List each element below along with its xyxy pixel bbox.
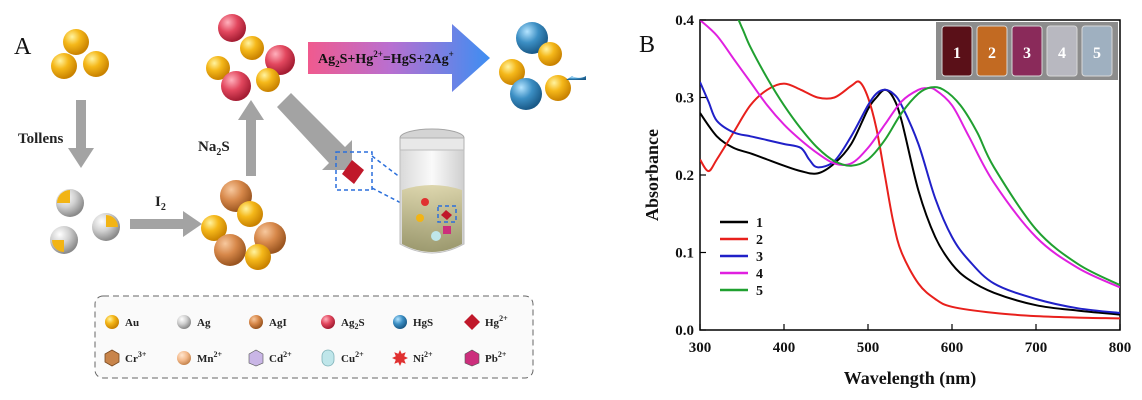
hgs-nanoparticles (499, 22, 586, 110)
legend-label: Hg2+ (485, 314, 508, 329)
legend-swatch (249, 315, 263, 329)
series-line-5 (737, 20, 1120, 286)
legend-swatch (248, 349, 264, 367)
diagonal-arrow (277, 93, 352, 170)
legend-box (94, 295, 534, 379)
vial-label: 4 (1058, 45, 1066, 62)
legend-swatch (464, 314, 480, 330)
y-axis-label: Absorbance (642, 129, 662, 221)
reaction-equation: Ag2S+Hg2+=HgS+2Ag+ (318, 49, 454, 69)
legend-label: Ag (197, 317, 211, 329)
legend-label: AgI (269, 317, 287, 329)
legend-label: Ag2S (341, 317, 365, 331)
legend-entry: 5 (756, 284, 763, 299)
legend-item: Ni2+ (392, 350, 433, 366)
legend-item: Cr3+ (104, 349, 147, 367)
iodine-arrow (130, 211, 202, 237)
y-tick-label: 0.3 (675, 91, 694, 107)
plot-series (700, 20, 1120, 320)
legend-label: Ni2+ (413, 350, 433, 365)
legend-entry: 3 (756, 250, 763, 265)
legend-items: Au Ag AgI Ag2S HgS Hg2+ Cr3+ Mn2+ Cd2+ Cu2+ Ni2+ Pb… (104, 314, 508, 367)
legend-swatch (177, 315, 191, 329)
vial (976, 25, 1008, 77)
panel-b-label: B (639, 32, 655, 58)
y-tick-label: 0.0 (675, 323, 694, 339)
legend-item: AgI (249, 315, 287, 329)
legend-swatch (105, 315, 119, 329)
legend-swatch (321, 349, 335, 367)
legend-item: Cu2+ (321, 349, 364, 367)
legend-swatch (104, 349, 120, 367)
vials: 1 2 3 4 5 (941, 25, 1113, 77)
panel-a: A Tollens I2 (14, 14, 586, 379)
i2-label: I2 (155, 194, 166, 213)
vial-label: 3 (1023, 45, 1031, 62)
series-legend: 1 2 3 4 5 (720, 216, 763, 299)
au-nanoparticles (51, 29, 109, 79)
x-tick-label: 300 (689, 340, 712, 356)
series-line-4 (700, 20, 1120, 289)
vial-label: 5 (1093, 45, 1101, 62)
legend-item: Cd2+ (248, 349, 292, 367)
legend-label: Au (125, 317, 139, 329)
vial (1011, 25, 1043, 77)
legend-item: Hg2+ (464, 314, 508, 330)
legend-item: Mn2+ (177, 350, 223, 365)
vial-label: 1 (953, 45, 961, 62)
y-tick-label: 0.4 (675, 13, 694, 29)
legend-entry: 1 (756, 216, 763, 231)
legend-label: Cd2+ (269, 350, 292, 365)
legend-swatch (464, 349, 480, 367)
x-tick-label: 400 (773, 340, 796, 356)
vial (1081, 25, 1113, 77)
series-line-3 (700, 81, 1120, 314)
tollens-label: Tollens (18, 131, 63, 147)
series-line-1 (700, 88, 1120, 316)
x-tick-label: 600 (941, 340, 964, 356)
agi-nanoparticles (201, 180, 286, 270)
y-tick-label: 0.2 (675, 168, 694, 184)
series-line-2 (700, 80, 1120, 320)
reaction-arrow (308, 24, 490, 92)
ag2s-nanoparticles (206, 14, 295, 101)
y-tick-label: 0.1 (675, 246, 694, 262)
vial (941, 25, 973, 77)
legend-item: Ag (177, 315, 211, 329)
axis-ticks: 300 400 500 600 700 800 0.0 0.1 0.2 0.3 0.4 (675, 13, 1131, 356)
legend-entry: 4 (756, 267, 763, 282)
legend-entry: 2 (756, 233, 763, 248)
legend-item: Pb2+ (464, 349, 507, 367)
au-ag-core-shell (50, 189, 120, 254)
legend-swatch (393, 315, 407, 329)
legend-label: Cu2+ (341, 350, 364, 365)
panel-b: B 300 400 500 600 700 800 0.0 0.1 0.2 0.3 0.4 Wave… (639, 13, 1131, 389)
zoom-box (335, 151, 373, 191)
legend-swatch (321, 315, 335, 329)
legend-item: HgS (393, 315, 433, 329)
tollens-arrow (68, 100, 94, 168)
x-tick-label: 500 (857, 340, 880, 356)
legend-item: Ag2S (321, 315, 365, 331)
na2s-arrow (238, 100, 264, 176)
vial-label: 2 (988, 45, 996, 62)
x-tick-label: 700 (1025, 340, 1048, 356)
na2s-label: Na2S (198, 139, 230, 158)
x-axis-label: Wavelength (nm) (844, 368, 977, 389)
sample-jar (399, 128, 465, 254)
legend-label: Mn2+ (197, 350, 223, 365)
hg-ion-diamond (342, 160, 364, 184)
x-tick-label: 800 (1109, 340, 1132, 356)
legend-swatch (177, 351, 191, 365)
legend-label: Pb2+ (485, 350, 507, 365)
panel-a-label: A (14, 34, 32, 60)
legend-swatch (392, 350, 408, 366)
vial (1046, 25, 1078, 77)
legend-label: Cr3+ (125, 350, 147, 365)
legend-label: HgS (413, 317, 433, 329)
legend-item: Au (105, 315, 139, 329)
